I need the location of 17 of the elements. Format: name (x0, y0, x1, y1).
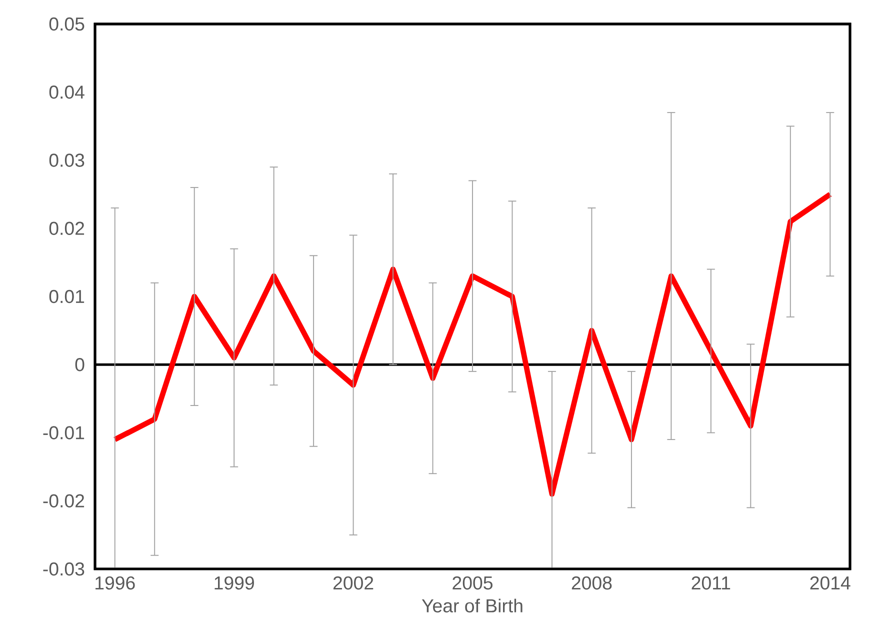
x-tick-label: 2011 (692, 576, 730, 590)
y-tick-label: 0.05 (49, 17, 84, 31)
x-tick-label: 2002 (333, 576, 374, 590)
x-tick-label: 2008 (572, 576, 612, 590)
y-tick-label: 0 (75, 358, 84, 372)
y-tick-label: 0.04 (49, 86, 84, 99)
x-axis-title: Year of Birth (422, 598, 522, 612)
y-tick-label: 0.02 (49, 222, 84, 235)
y-tick-label: -0.01 (43, 426, 84, 440)
x-tick-label: 2014 (810, 576, 850, 590)
y-tick-label: -0.02 (43, 494, 84, 508)
x-tick-label: 2005 (452, 576, 492, 590)
x-tick-label: 1996 (96, 576, 135, 590)
y-tick-label: 0.01 (49, 290, 84, 304)
y-tick-label: -0.03 (43, 562, 84, 576)
y-tick-label: 0.03 (49, 154, 84, 167)
x-tick-label: 1999 (214, 576, 254, 590)
